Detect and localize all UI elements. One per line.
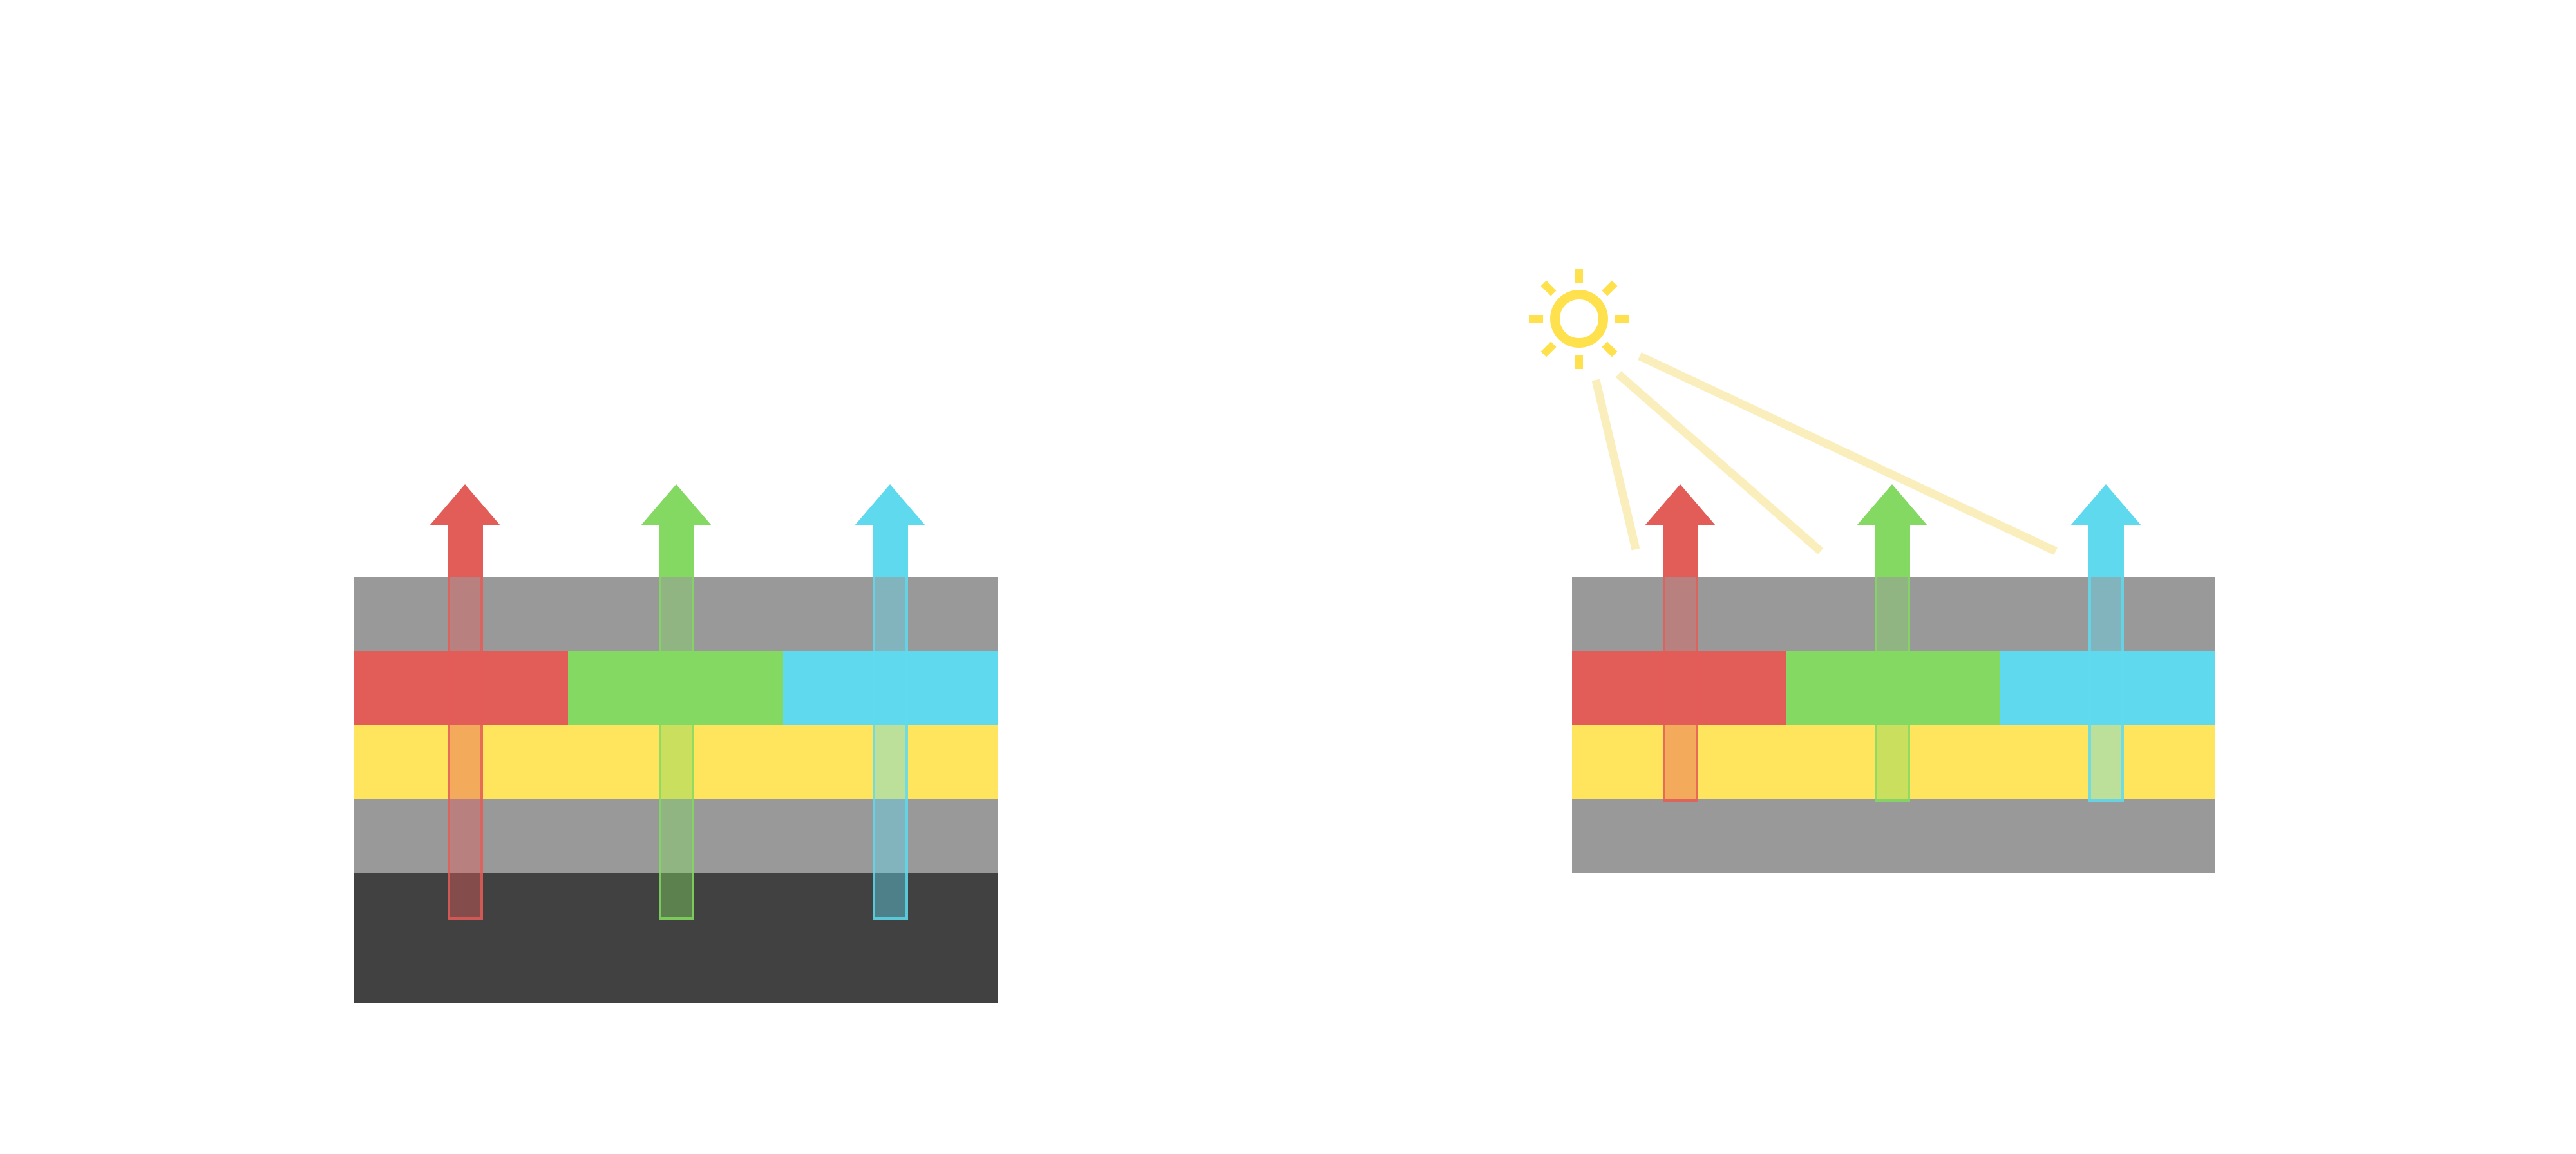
reflective-cyan-segment: [2000, 651, 2215, 725]
emissive-red-arrow-shaft-translucent: [447, 577, 483, 920]
emissive-yellow-layer: [354, 725, 998, 799]
emissive-dark-substrate-layer: [354, 873, 998, 1003]
sun-icon-ray-tick: [1575, 355, 1583, 369]
sun-icon-ray-tick: [1529, 315, 1543, 323]
reflective-green-segment: [1786, 651, 2001, 725]
emissive-top-gray-layer: [354, 577, 998, 651]
sun-ray-middle: [1615, 371, 1824, 554]
sun-ray-steep: [1591, 379, 1640, 551]
reflective-green-arrow-shaft-translucent: [1874, 577, 1910, 802]
emissive-cyan-arrow-shaft-translucent: [872, 577, 908, 920]
sun-icon-ray-tick: [1575, 269, 1583, 283]
reflective-cyan-arrow-shaft-solid: [2088, 525, 2124, 577]
reflective-yellow-layer: [1572, 725, 2215, 799]
sun-ray-shallow: [1638, 352, 2058, 555]
emissive-rgb-color-layer: [354, 651, 998, 725]
emissive-red-arrow-shaft-solid: [447, 525, 483, 577]
reflective-cyan-arrow-head: [2070, 484, 2141, 525]
reflective-rgb-color-layer: [1572, 651, 2215, 725]
reflective-red-arrow-shaft-translucent: [1662, 577, 1698, 802]
reflective-red-arrow-shaft-solid: [1662, 525, 1698, 577]
sun-icon-ray-tick: [1540, 280, 1557, 296]
sun-icon-ring: [1550, 290, 1608, 348]
sun-icon-ray-tick: [1615, 315, 1629, 323]
emissive-mid-gray-layer: [354, 799, 998, 873]
reflective-cyan-arrow-shaft-translucent: [2088, 577, 2124, 802]
sun-icon-ray-tick: [1602, 341, 1618, 357]
emissive-green-segment: [568, 651, 783, 725]
sun-icon: [1529, 269, 1629, 369]
emissive-green-arrow-shaft-solid: [658, 525, 694, 577]
reflective-top-gray-layer: [1572, 577, 2215, 651]
reflective-green-arrow-shaft-solid: [1874, 525, 1910, 577]
emissive-cyan-arrow-shaft-solid: [872, 525, 908, 577]
emissive-green-arrow-shaft-translucent: [658, 577, 694, 920]
sun-icon-ray-tick: [1540, 341, 1557, 357]
sun-icon-ray-tick: [1602, 280, 1618, 296]
reflective-red-segment: [1572, 651, 1786, 725]
emissive-red-segment: [354, 651, 569, 725]
emissive-cyan-segment: [782, 651, 998, 725]
reflective-bottom-gray-layer: [1572, 799, 2215, 873]
